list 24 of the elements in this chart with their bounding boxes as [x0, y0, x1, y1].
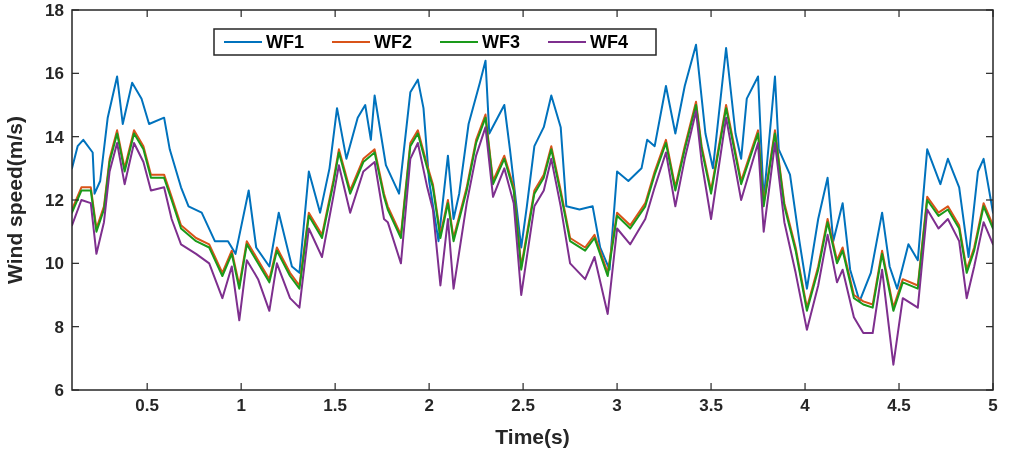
x-axis-title: Time(s) — [495, 425, 570, 448]
x-tick-label: 2 — [424, 396, 434, 415]
y-tick-label: 10 — [45, 254, 64, 274]
x-tick-label: 2.5 — [511, 396, 535, 415]
x-tick-label: 0.5 — [135, 396, 159, 415]
x-tick-label: 3.5 — [699, 396, 723, 415]
x-tick-label: 3 — [612, 396, 622, 415]
x-tick-label: 5 — [988, 396, 998, 415]
legend-label: WF4 — [590, 32, 628, 53]
x-tick-label: 1 — [236, 396, 246, 415]
y-tick-label: 18 — [45, 0, 64, 20]
y-tick-label: 8 — [54, 317, 64, 337]
y-axis-title: Wind speed(m/s) — [3, 116, 26, 284]
y-tick-label: 16 — [45, 64, 64, 84]
y-tick-label: 14 — [45, 127, 65, 147]
x-tick-label: 4.5 — [887, 396, 911, 415]
y-tick-label: 6 — [54, 380, 64, 400]
legend-label: WF3 — [482, 32, 520, 53]
legend-label: WF1 — [266, 32, 304, 53]
y-tick-label: 12 — [45, 190, 64, 210]
legend-label: WF2 — [374, 32, 412, 53]
x-tick-label: 1.5 — [323, 396, 347, 415]
x-tick-label: 4 — [800, 396, 811, 415]
line-series — [72, 110, 993, 366]
